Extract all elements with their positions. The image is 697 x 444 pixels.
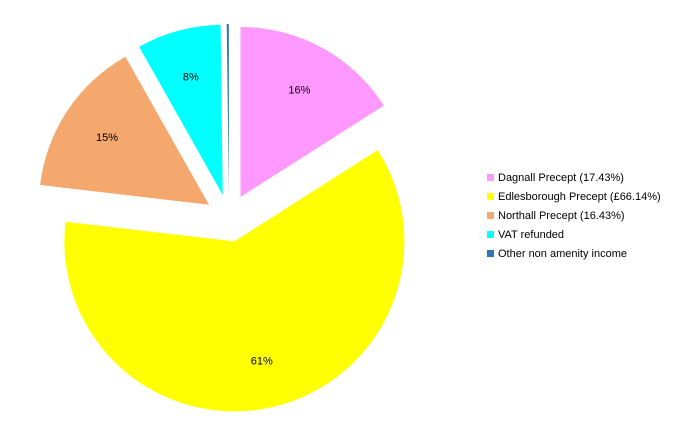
legend-item-other: Other non amenity income [487, 244, 661, 263]
legend-swatch-northall [487, 212, 494, 219]
data-label-dagnall: 16% [288, 85, 310, 97]
legend-swatch-dagnall [487, 174, 494, 181]
legend-swatch-other [487, 250, 494, 257]
legend-label-vat: VAT refunded [498, 228, 565, 241]
pie-slice-vat [139, 24, 223, 195]
pie-slice-other [226, 24, 229, 195]
legend-item-vat: VAT refunded [487, 225, 661, 244]
data-label-other: 0% [220, 0, 236, 1]
pie-slice-northall [40, 56, 210, 205]
legend-item-northall: Northall Precept (16.43%) [487, 206, 661, 225]
legend: Dagnall Precept (17.43%) Edlesborough Pr… [487, 168, 661, 263]
legend-item-edlesborough: Edlesborough Precept (£66.14%) [487, 187, 661, 206]
legend-item-dagnall: Dagnall Precept (17.43%) [487, 168, 661, 187]
pie-slice-edlesborough [64, 150, 405, 412]
legend-label-other: Other non amenity income [498, 247, 628, 260]
data-label-edlesborough: 61% [251, 356, 273, 368]
legend-label-dagnall: Dagnall Precept (17.43%) [498, 171, 624, 184]
legend-swatch-edlesborough [487, 193, 494, 200]
legend-label-northall: Northall Precept (16.43%) [498, 209, 625, 222]
data-label-northall: 15% [96, 132, 118, 144]
data-label-vat: 8% [183, 72, 199, 84]
legend-label-edlesborough: Edlesborough Precept (£66.14%) [498, 190, 661, 203]
pie-slice-dagnall [240, 26, 384, 197]
legend-swatch-vat [487, 231, 494, 238]
